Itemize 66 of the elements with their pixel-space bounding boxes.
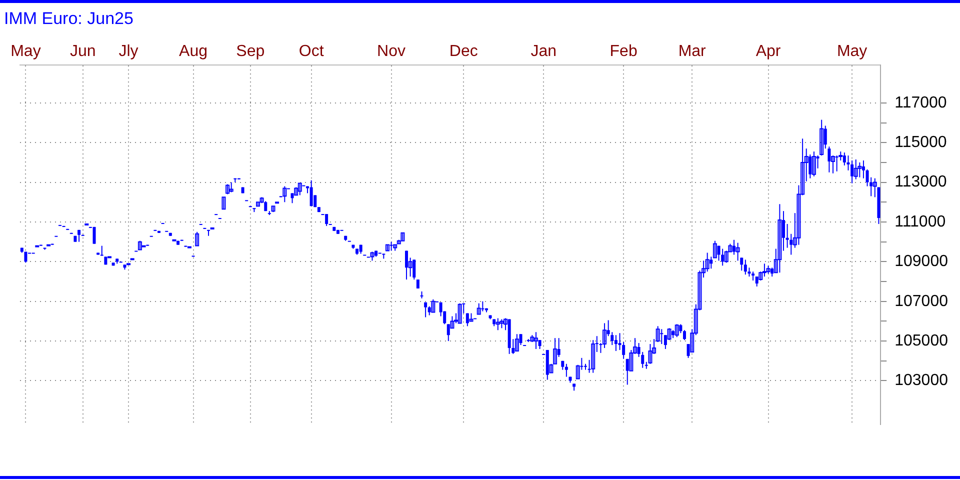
candlestick: [282, 186, 287, 203]
x-tick-label: Dec: [449, 43, 478, 60]
candlestick: [226, 184, 230, 195]
candlestick: [682, 330, 686, 341]
candlestick: [862, 160, 865, 179]
candlestick: [24, 251, 28, 264]
candlestick: [674, 324, 679, 338]
candlestick: [476, 302, 481, 315]
candlestick: [431, 298, 436, 313]
candlestick: [514, 334, 519, 352]
y-tick-label: 105000: [894, 332, 948, 350]
x-tick-label: Aug: [179, 43, 208, 60]
x-tick-label: Nov: [377, 43, 406, 60]
candlestick: [744, 259, 747, 276]
candlestick: [310, 180, 313, 207]
chart-title: IMM Euro: Jun25: [4, 9, 134, 29]
candlestick: [222, 196, 226, 210]
x-tick-label: May: [836, 43, 868, 60]
candlestick: [736, 242, 740, 262]
y-tick-label: 115000: [894, 134, 947, 152]
candlestick: [614, 334, 618, 352]
candlestick: [405, 250, 408, 280]
candlestick: [591, 340, 596, 374]
candlestick: [835, 154, 838, 172]
candlestick: [850, 160, 854, 184]
candlestick: [496, 318, 500, 331]
candlestick: [481, 300, 484, 312]
x-tick-label: Apr: [756, 43, 782, 60]
candlestick: [466, 312, 469, 327]
candlestick: [660, 328, 664, 345]
candlestick: [858, 162, 862, 178]
x-tick-label: May: [10, 43, 41, 60]
candlestick: [534, 332, 538, 350]
x-tick-label: Oct: [298, 43, 324, 60]
x-tick-label: Jun: [70, 43, 96, 60]
candlestick: [298, 182, 302, 196]
candlestick: [721, 248, 724, 266]
candlestick: [717, 245, 720, 262]
candlestick: [667, 328, 672, 341]
candlestick: [820, 119, 824, 156]
x-tick-label: Jan: [530, 43, 556, 60]
y-tick-label: 117000: [894, 94, 947, 112]
candlestick: [325, 214, 328, 226]
x-tick-label: Feb: [610, 43, 638, 60]
y-tick-label: 113000: [894, 174, 947, 191]
x-tick-label: Sep: [236, 43, 265, 60]
x-tick-label: Jly: [118, 43, 138, 60]
y-tick-label: 103000: [894, 372, 948, 390]
candlestick: [828, 146, 831, 173]
candlestick: [778, 204, 782, 274]
y-tick-label: 109000: [894, 253, 948, 270]
candlestick: [458, 302, 462, 324]
candlestick: [812, 151, 816, 177]
candlestick: [846, 154, 850, 171]
candlestick: [100, 245, 104, 256]
candlestick: [564, 363, 568, 378]
x-tick-label: Mar: [678, 43, 707, 60]
candlestick: [195, 231, 200, 246]
candlestick: [762, 263, 766, 278]
candlestick: [229, 182, 234, 193]
y-tick-label: 111000: [894, 213, 946, 230]
candlestick: [424, 302, 428, 318]
candlestick: [92, 226, 96, 244]
candlestick: [854, 158, 858, 180]
y-tick-label: 107000: [894, 292, 948, 310]
candlestick: [412, 259, 416, 280]
